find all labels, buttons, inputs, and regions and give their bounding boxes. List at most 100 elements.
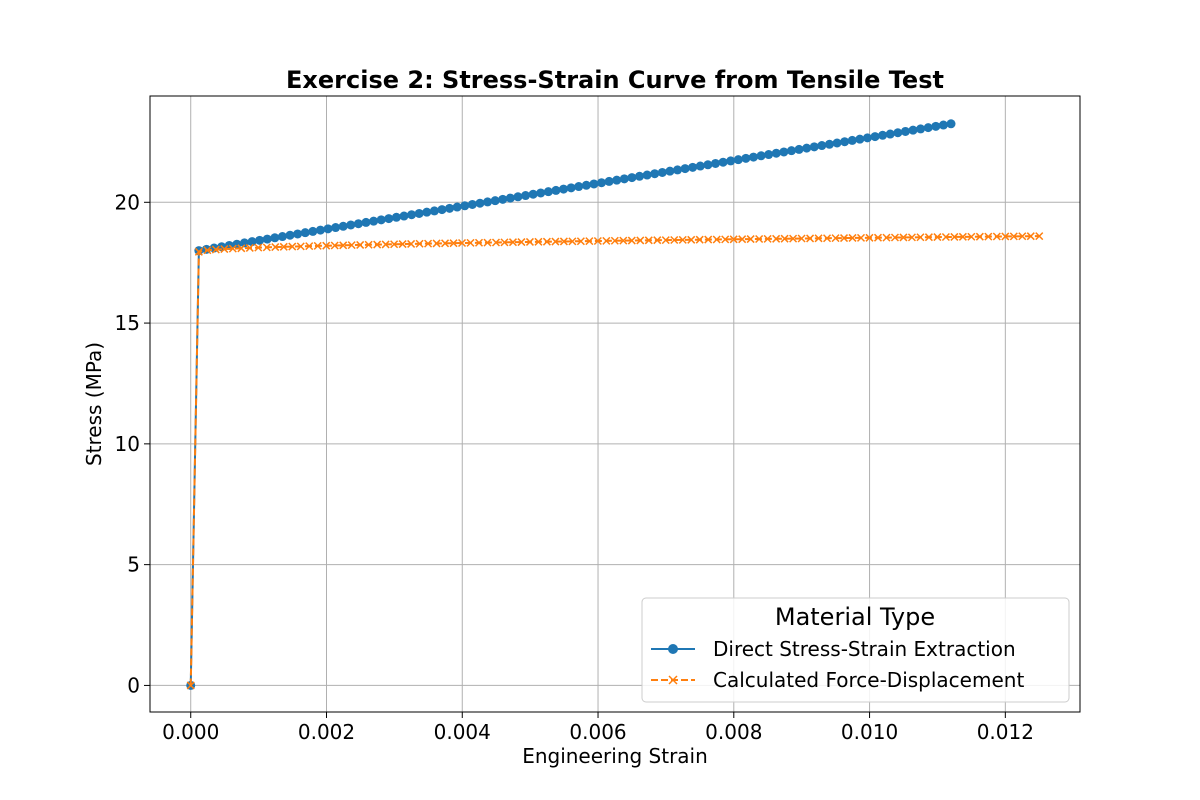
- data-point: [839, 234, 849, 243]
- data-point: [498, 194, 508, 204]
- data-point: [786, 146, 796, 156]
- data-point: [890, 233, 899, 242]
- data-point: [695, 235, 704, 244]
- data-point: [254, 243, 263, 252]
- data-point: [373, 240, 382, 249]
- data-point: [627, 236, 636, 245]
- data-point: [746, 235, 755, 244]
- data-point: [779, 147, 789, 157]
- data-point: [500, 238, 509, 247]
- data-point: [551, 185, 561, 195]
- data-point: [300, 228, 310, 238]
- series-1: [186, 232, 1044, 690]
- data-point: [429, 206, 439, 216]
- data-point: [738, 235, 747, 244]
- data-point: [491, 238, 501, 247]
- data-point: [933, 233, 942, 242]
- data-point: [390, 240, 399, 249]
- data-point: [585, 237, 594, 246]
- data-point: [460, 201, 470, 211]
- data-point: [1001, 232, 1010, 241]
- data-point: [364, 240, 373, 249]
- data-point: [1009, 232, 1018, 241]
- data-point: [543, 187, 553, 197]
- data-point: [490, 196, 500, 206]
- x-tick-label: 0.004: [434, 720, 491, 744]
- data-point: [279, 242, 288, 251]
- data-point: [414, 208, 424, 218]
- data-point: [627, 173, 637, 183]
- data-point: [673, 165, 683, 175]
- data-point: [661, 236, 670, 245]
- y-tick-label: 20: [115, 190, 140, 214]
- data-point: [424, 239, 433, 248]
- chart-title: Exercise 2: Stress-Strain Curve from Ten…: [286, 66, 944, 94]
- data-point: [475, 198, 485, 208]
- data-point: [900, 126, 910, 136]
- data-point: [772, 234, 781, 243]
- data-point: [924, 233, 933, 242]
- data-point: [712, 235, 721, 244]
- data-point: [908, 125, 918, 135]
- data-point: [967, 232, 976, 241]
- data-point: [802, 143, 812, 153]
- data-point: [1018, 232, 1027, 241]
- data-point: [878, 130, 888, 140]
- data-point: [521, 191, 531, 201]
- data-point: [338, 221, 348, 231]
- data-point: [823, 234, 832, 243]
- data-point: [505, 193, 515, 203]
- legend-title: Material Type: [775, 603, 935, 631]
- data-point: [369, 216, 379, 226]
- data-point: [474, 238, 484, 247]
- data-point: [574, 182, 584, 192]
- data-point: [729, 235, 738, 244]
- data-point: [755, 234, 764, 244]
- x-axis-label: Engineering Strain: [522, 744, 708, 768]
- data-point: [899, 233, 908, 242]
- data-point: [528, 189, 538, 199]
- data-point: [466, 238, 475, 247]
- data-point: [445, 203, 455, 213]
- data-point: [657, 167, 667, 177]
- data-point: [296, 242, 305, 251]
- data-point: [916, 233, 925, 242]
- data-point: [399, 211, 409, 221]
- x-tick-label: 0.006: [569, 720, 626, 744]
- data-point: [619, 236, 628, 245]
- y-tick-label: 5: [127, 553, 140, 577]
- legend-entry-direct: Direct Stress-Strain Extraction: [651, 637, 1016, 661]
- data-point: [678, 235, 687, 244]
- data-point: [441, 239, 450, 248]
- data-point: [975, 232, 984, 241]
- data-point: [756, 151, 766, 161]
- data-point: [604, 176, 614, 186]
- data-point: [931, 121, 941, 131]
- data-point: [650, 169, 660, 179]
- data-point: [862, 133, 872, 143]
- data-point: [422, 207, 432, 217]
- data-point: [726, 156, 736, 166]
- data-point: [950, 232, 959, 241]
- data-point: [946, 119, 956, 129]
- data-point: [247, 237, 257, 247]
- data-point: [680, 164, 690, 174]
- data-point: [361, 217, 371, 227]
- data-point: [589, 179, 599, 189]
- data-point: [847, 135, 857, 145]
- data-point: [1035, 232, 1044, 241]
- data-point: [559, 237, 568, 246]
- data-point: [597, 178, 607, 188]
- data-point: [356, 240, 365, 249]
- data-point: [255, 235, 265, 245]
- data-point: [194, 246, 204, 256]
- data-point: [748, 152, 758, 162]
- data-point: [211, 245, 220, 254]
- data-point: [457, 238, 467, 248]
- data-point: [814, 234, 823, 243]
- data-point: [449, 239, 458, 248]
- y-tick-label: 15: [115, 311, 140, 335]
- data-point: [483, 197, 493, 207]
- data-point: [984, 232, 993, 241]
